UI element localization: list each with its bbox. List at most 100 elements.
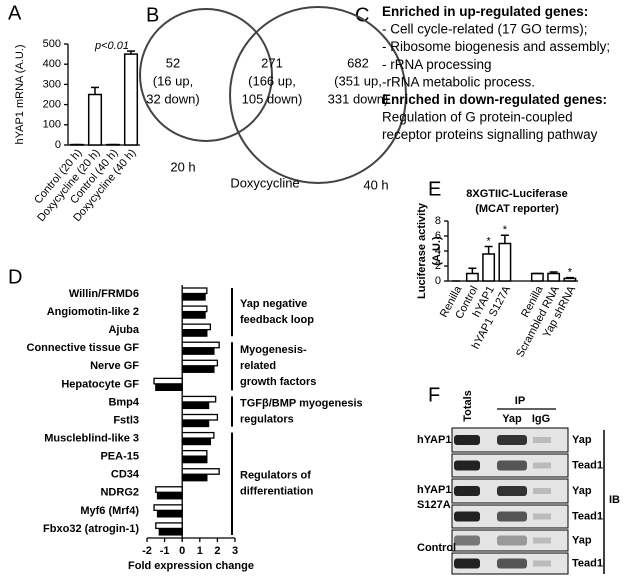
- y-axis-label: Luciferase activity: [416, 202, 428, 299]
- y-tick-label: 0: [55, 139, 61, 151]
- summary-line: - rRNA processing: [382, 57, 492, 72]
- band-label: Yap: [572, 434, 592, 446]
- blot-band: [497, 558, 527, 569]
- category-label: Nerve GF: [90, 360, 139, 372]
- blot-band: [454, 460, 480, 471]
- venn-count: 331 down): [328, 91, 389, 106]
- group-label: growth factors: [240, 376, 316, 388]
- bar: [181, 456, 208, 464]
- band-label: Yap: [572, 485, 592, 497]
- bar: [87, 93, 103, 146]
- category-label: Muscleblind-like 3: [44, 433, 139, 445]
- venn-label: Doxycycline: [230, 175, 299, 190]
- row-label: S127A: [417, 499, 451, 511]
- bar: [158, 528, 183, 536]
- venn-label: 20 h: [170, 159, 195, 174]
- error-bar: [565, 276, 574, 279]
- venn-count: 682: [347, 55, 369, 70]
- venn-count: 271: [261, 55, 283, 70]
- panel-letter: F: [428, 384, 440, 406]
- bar: [181, 474, 208, 482]
- y-tick-label: 6: [435, 230, 441, 242]
- blot-band: [497, 435, 527, 445]
- blot-band: [533, 437, 551, 443]
- blot-band: [454, 535, 480, 546]
- x-tick-label: 3: [232, 545, 238, 557]
- venn-count: (166 up,: [248, 73, 296, 88]
- bar: [181, 359, 219, 367]
- bar: [181, 402, 210, 410]
- bar: [181, 287, 208, 295]
- category-label: Fbxo32 (atrogin-1): [43, 523, 139, 535]
- category-label: Ajuba: [108, 324, 139, 336]
- bar: [181, 366, 215, 373]
- y-tick-label: 100: [43, 119, 61, 131]
- error-bar: [549, 271, 558, 274]
- panel-letter: B: [146, 4, 159, 26]
- bar: [530, 272, 544, 282]
- bar: [153, 504, 183, 512]
- side-label: IB: [609, 494, 620, 506]
- group-label: Yap negative: [240, 298, 307, 310]
- y-tick-label: 500: [43, 38, 61, 50]
- bar: [498, 242, 512, 282]
- column-label: Yap: [502, 413, 522, 425]
- error-bar: [91, 86, 99, 95]
- band-label: Tead1: [572, 510, 603, 522]
- summary-line: Regulation of G protein-coupled: [382, 110, 573, 125]
- y-tick-label: 400: [43, 58, 61, 70]
- bar: [155, 486, 183, 493]
- row-label: hYAP1: [417, 434, 451, 446]
- category-label: Connective tissue GF: [27, 342, 140, 354]
- blot-band: [454, 511, 480, 522]
- error-bar: [500, 234, 509, 244]
- blot-band: [533, 560, 551, 567]
- group-label: Myogenesis-: [240, 344, 307, 356]
- venn-count: 52: [166, 55, 180, 70]
- blot-band: [497, 535, 527, 546]
- bar: [181, 468, 220, 475]
- venn-circle: [139, 8, 273, 142]
- blot-band: [497, 460, 527, 471]
- bar: [153, 377, 183, 385]
- bar: [181, 438, 212, 446]
- band-label: Tead1: [572, 557, 603, 569]
- bar: [181, 341, 220, 349]
- venn-circle: [229, 6, 407, 184]
- category-label: Hepatocyte GF: [61, 378, 139, 390]
- y-tick-label: 8: [435, 215, 441, 227]
- bar: [156, 510, 183, 518]
- bar: [123, 53, 139, 146]
- category-label: Fstl3: [113, 414, 139, 426]
- summary-line: - Cell cycle-related (17 GO terms);: [382, 22, 588, 37]
- category-label: Bmp4: [108, 396, 139, 408]
- x-tick-label: 0: [179, 545, 185, 557]
- row-label: hYAP1: [417, 484, 451, 496]
- blot-band: [454, 558, 480, 569]
- category-label: Myf6 (Mrf4): [80, 505, 139, 517]
- y-tick-label: 200: [43, 99, 61, 111]
- bar: [181, 431, 215, 439]
- bar: [181, 449, 208, 457]
- summary-line: -rRNA metabolic process.: [382, 74, 535, 89]
- y-tick-label: 4: [435, 245, 441, 257]
- blot-band: [533, 488, 551, 494]
- significance-mark: *: [486, 235, 491, 247]
- x-tick-label: -1: [160, 545, 170, 557]
- significance-mark: *: [568, 267, 573, 279]
- category-label: Angiomotin-like 2: [47, 306, 139, 318]
- error-bar: [468, 267, 477, 274]
- group-label: regulators: [240, 413, 294, 425]
- summary-line: receptor proteins signalling pathway: [382, 127, 598, 142]
- group-label: differentiation: [240, 486, 314, 498]
- bar: [181, 293, 206, 301]
- x-tick-label: 1: [197, 545, 203, 557]
- venn-count: 105 down): [242, 91, 303, 106]
- chart-subtitle: (MCAT reporter): [475, 203, 559, 215]
- annotation: p<0.01: [94, 40, 129, 52]
- venn-count: (351 up,: [334, 73, 382, 88]
- y-axis-label: hYAP1 mRNA (A.U.): [14, 44, 26, 144]
- summary-line: Enriched in down-regulated genes:: [382, 92, 607, 107]
- bar: [181, 413, 219, 421]
- category-label: PEA-15: [100, 451, 139, 463]
